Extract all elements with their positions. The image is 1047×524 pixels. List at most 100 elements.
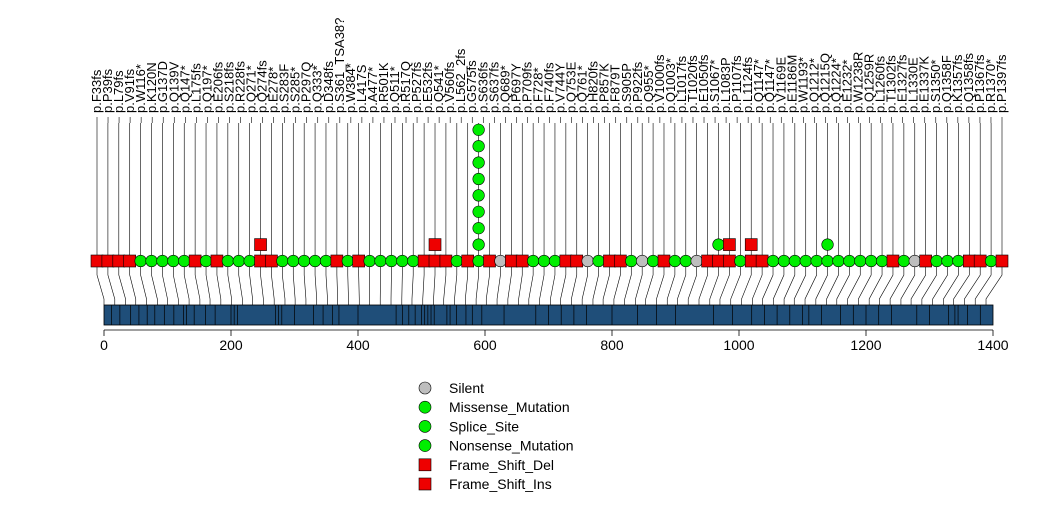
marker-frame-shift-del (744, 254, 758, 268)
position-connector (118, 261, 126, 305)
marker-frame-shift-ins (254, 238, 267, 251)
mutation-label: p.E1337K (917, 56, 932, 113)
lollipop-stems (96, 123, 1003, 261)
mutation-label: p.Q1358F (939, 55, 954, 113)
position-connector (868, 261, 883, 305)
x-tick-label: 200 (219, 337, 243, 353)
position-connector (303, 261, 307, 305)
marker-missense-mutation (298, 254, 311, 268)
marker-missense-mutation (178, 254, 191, 268)
marker-missense-mutation (679, 254, 692, 268)
marker-missense-mutation (930, 254, 943, 268)
marker-frame-shift-del (515, 254, 529, 268)
marker-silent (690, 254, 703, 268)
marker-frame-shift-del (973, 254, 987, 268)
marker-nonsense-mutation (472, 123, 485, 136)
mutation-label: p.G137D (155, 61, 170, 113)
mutation-label: p.Q147* (177, 65, 192, 113)
position-connector (645, 261, 654, 305)
x-tick-label: 1200 (850, 337, 881, 353)
mutation-label: p.W1238R (851, 52, 866, 113)
marker-missense-mutation (472, 254, 485, 268)
marker-missense-mutation (799, 254, 812, 268)
marker-frame-shift-del (505, 254, 518, 268)
marker-nonsense-mutation (472, 140, 485, 153)
position-connector (443, 261, 447, 305)
marker-frame-shift-del (995, 254, 1009, 268)
mutation-label: p.V744Y (553, 63, 568, 113)
mutation-label: p.L1017fs (674, 55, 689, 113)
mutation-label: p.R228fs (232, 60, 247, 113)
mutation-label: p.Q139V (166, 61, 181, 113)
position-connector (539, 261, 545, 305)
position-connector (249, 261, 253, 305)
position-connector (730, 261, 741, 305)
position-connector (793, 261, 807, 305)
mutation-label: p.Q955* (641, 65, 656, 113)
marker-missense-mutation (646, 254, 660, 268)
marker-missense-mutation (548, 254, 562, 268)
x-tick-label: 1000 (723, 337, 754, 353)
marker-missense-mutation (625, 254, 638, 268)
legend-label: Splice_Site (449, 418, 519, 434)
position-connector (910, 261, 926, 305)
marker-missense-mutation (450, 254, 463, 268)
position-connector (227, 261, 232, 305)
mutation-label: p.P1397fs (994, 54, 1009, 113)
position-connector (666, 261, 676, 305)
legend-label: Silent (449, 380, 484, 396)
mutation-label: p.L1083P (718, 57, 733, 113)
mutation-label: p.Q1147* (762, 59, 777, 113)
position-connector (465, 261, 469, 305)
position-connector (411, 261, 414, 305)
mutation-label: p.S283F (277, 64, 292, 113)
position-connector (635, 261, 643, 305)
mutation-label: p.L417S (354, 64, 369, 113)
mutation-label: p.E206fs (210, 61, 225, 113)
position-connector (475, 261, 479, 305)
position-connector (183, 261, 190, 305)
mutation-markers (90, 123, 1009, 268)
position-connector (943, 261, 959, 305)
position-connector (985, 261, 1003, 305)
marker-missense-mutation (537, 254, 551, 268)
mutation-label: p.H820fs (586, 60, 601, 113)
marker-frame-shift-ins (744, 238, 758, 251)
mutation-label: p.P922fs (630, 61, 645, 113)
position-connector (528, 261, 534, 305)
mutation-label: p.E1186M (784, 55, 799, 113)
mutation-label: p.L562_2fs (453, 48, 468, 113)
position-connector (107, 261, 116, 305)
position-connector (422, 261, 425, 305)
mutation-label: p.S218fs (221, 61, 236, 113)
mutation-label: p.Q753E (564, 61, 579, 113)
mutation-label: p.Q511* (387, 66, 402, 113)
position-connector (826, 261, 839, 305)
marker-splice-site (472, 222, 485, 235)
mutation-label: p.E278* (266, 67, 281, 113)
mutation-label: p.Q1358fs (961, 53, 976, 113)
position-connector (454, 261, 458, 305)
marker-missense-mutation (592, 254, 605, 268)
marker-frame-shift-del (657, 254, 671, 268)
marker-missense-mutation (341, 254, 354, 268)
legend-swatch (418, 420, 432, 433)
marker-frame-shift-del (210, 254, 224, 268)
mutation-label: p.S285* (288, 67, 303, 113)
position-connector (485, 261, 490, 305)
position-connector (719, 261, 730, 305)
position-connector (772, 261, 785, 305)
mutation-label: p.S905P (619, 63, 634, 113)
marker-missense-mutation (952, 254, 965, 268)
mutation-label: p.Q1215Q (817, 53, 832, 113)
marker-frame-shift-del (886, 254, 900, 268)
mutation-label: p.W116* (133, 64, 148, 113)
position-connector (974, 261, 992, 305)
marker-missense-mutation (777, 254, 791, 268)
mutation-label: p.K120N (144, 62, 159, 113)
position-connector (677, 261, 687, 305)
position-connector (238, 261, 243, 305)
mutation-label: p.A477* (365, 67, 380, 113)
mutation-label: p.T1020fs (685, 55, 700, 113)
